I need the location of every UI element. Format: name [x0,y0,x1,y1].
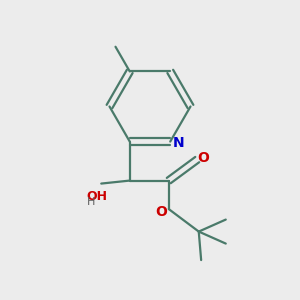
Text: O: O [197,151,209,165]
Text: H: H [87,197,95,207]
Text: O: O [155,205,167,219]
Text: OH: OH [86,190,107,203]
Text: N: N [173,136,184,150]
